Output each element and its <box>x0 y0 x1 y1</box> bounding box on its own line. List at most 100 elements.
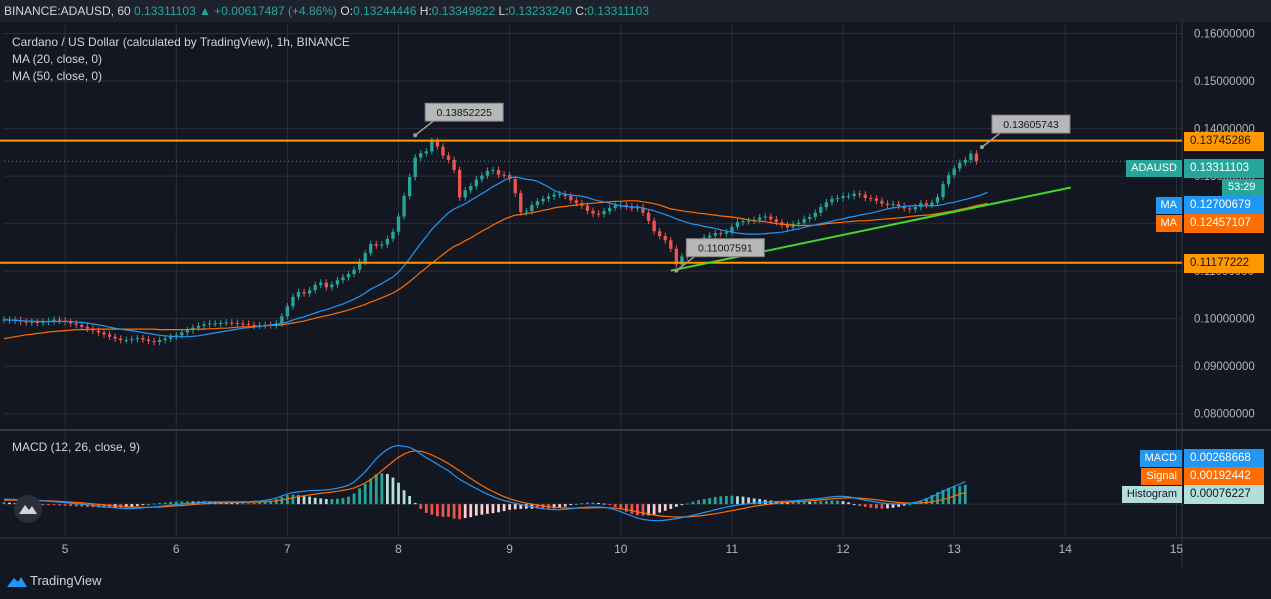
candle-body[interactable] <box>496 169 501 175</box>
candle-body[interactable] <box>774 219 779 223</box>
candle-body[interactable] <box>319 282 323 285</box>
candle-body[interactable] <box>880 200 884 204</box>
candle-body[interactable] <box>574 200 578 204</box>
callout-box[interactable] <box>991 114 1071 134</box>
candle-body[interactable] <box>591 210 595 214</box>
chart-title[interactable]: Cardano / US Dollar (calculated by Tradi… <box>12 35 350 49</box>
candle-body[interactable] <box>285 306 290 317</box>
candle-body[interactable] <box>852 193 856 197</box>
candle-body[interactable] <box>608 207 612 212</box>
candle-body[interactable] <box>969 153 973 160</box>
candle-body[interactable] <box>941 184 945 198</box>
candle-body[interactable] <box>646 212 651 221</box>
candle-body[interactable] <box>407 177 412 197</box>
candle-body[interactable] <box>902 206 906 209</box>
candle-body[interactable] <box>830 198 834 203</box>
macd-tag-histogram[interactable]: 0.00076227 <box>1184 485 1264 504</box>
candle-body[interactable] <box>363 253 367 262</box>
candle-body[interactable] <box>802 218 806 223</box>
candle-body[interactable] <box>758 217 762 220</box>
candle-body[interactable] <box>613 205 617 208</box>
candle-body[interactable] <box>535 201 540 206</box>
candle-body[interactable] <box>808 216 812 219</box>
candle-body[interactable] <box>796 222 801 225</box>
candle-body[interactable] <box>569 196 573 201</box>
candle-body[interactable] <box>252 324 256 326</box>
candle-body[interactable] <box>596 213 601 215</box>
candle-body[interactable] <box>713 233 717 236</box>
candle-body[interactable] <box>524 211 528 213</box>
candle-body[interactable] <box>491 169 495 171</box>
candle-body[interactable] <box>85 326 90 329</box>
candle-body[interactable] <box>402 196 406 217</box>
candle-body[interactable] <box>502 174 506 176</box>
candle-body[interactable] <box>185 330 190 333</box>
candle-body[interactable] <box>130 339 134 341</box>
candle-body[interactable] <box>741 221 745 223</box>
candle-body[interactable] <box>585 205 590 211</box>
candle-body[interactable] <box>769 216 773 220</box>
candle-body[interactable] <box>891 204 895 206</box>
candle-body[interactable] <box>135 338 140 340</box>
candle-body[interactable] <box>813 212 817 217</box>
macd-tag-macd[interactable]: 0.00268668 <box>1184 449 1264 468</box>
candle-body[interactable] <box>207 323 212 325</box>
candle-body[interactable] <box>958 162 962 169</box>
candle-body[interactable] <box>369 244 373 254</box>
candle-body[interactable] <box>791 224 795 228</box>
candle-body[interactable] <box>313 284 317 291</box>
candle-body[interactable] <box>546 196 551 199</box>
level-price-tag[interactable]: 0.13745286 <box>1184 131 1264 151</box>
candle-body[interactable] <box>324 282 328 288</box>
candle-body[interactable] <box>652 220 656 232</box>
candle-body[interactable] <box>241 323 245 325</box>
candle-body[interactable] <box>424 151 428 154</box>
candle-body[interactable] <box>396 216 401 232</box>
candle-body[interactable] <box>908 208 912 210</box>
candle-body[interactable] <box>719 233 723 235</box>
candle-body[interactable] <box>385 238 390 245</box>
candle-body[interactable] <box>219 322 223 324</box>
callout-box[interactable] <box>424 102 504 122</box>
macd-tag-signal[interactable]: 0.00192442 <box>1184 467 1264 486</box>
candle-body[interactable] <box>746 220 751 222</box>
candle-body[interactable] <box>519 193 523 213</box>
candle-body[interactable] <box>824 202 829 207</box>
candle-body[interactable] <box>113 336 117 339</box>
candle-body[interactable] <box>641 207 645 213</box>
candle-body[interactable] <box>52 319 56 322</box>
candle-body[interactable] <box>430 140 434 152</box>
candle-body[interactable] <box>152 341 156 343</box>
candle-body[interactable] <box>57 319 62 321</box>
candle-body[interactable] <box>246 323 251 325</box>
candle-body[interactable] <box>457 169 462 198</box>
candle-body[interactable] <box>446 155 451 160</box>
candle-body[interactable] <box>157 340 162 342</box>
candle-body[interactable] <box>663 235 667 241</box>
candle-body[interactable] <box>230 322 234 324</box>
candle-body[interactable] <box>435 140 440 147</box>
candle-body[interactable] <box>469 186 473 191</box>
candle-body[interactable] <box>563 194 567 197</box>
candle-body[interactable] <box>474 179 478 187</box>
candle-body[interactable] <box>330 284 334 288</box>
candle-body[interactable] <box>635 207 640 209</box>
candle-body[interactable] <box>74 323 78 325</box>
price-tag-ma[interactable]: 0.12457107 <box>1184 214 1264 233</box>
macd-line[interactable] <box>3 444 966 522</box>
price-tag-ma[interactable]: 0.12700679 <box>1184 196 1264 215</box>
ma50-legend[interactable]: MA (50, close, 0) <box>12 69 103 83</box>
tradingview-logo-icon[interactable] <box>6 573 28 592</box>
candle-body[interactable] <box>202 324 206 326</box>
candle-body[interactable] <box>541 198 545 202</box>
candle-body[interactable] <box>552 194 556 197</box>
candle-body[interactable] <box>624 205 629 207</box>
candle-body[interactable] <box>463 190 467 198</box>
candle-body[interactable] <box>935 197 940 203</box>
candle-body[interactable] <box>557 194 562 196</box>
candle-body[interactable] <box>41 322 45 324</box>
candle-body[interactable] <box>24 321 28 323</box>
candle-body[interactable] <box>485 170 490 176</box>
candle-body[interactable] <box>307 290 312 294</box>
candle-body[interactable] <box>302 292 306 294</box>
